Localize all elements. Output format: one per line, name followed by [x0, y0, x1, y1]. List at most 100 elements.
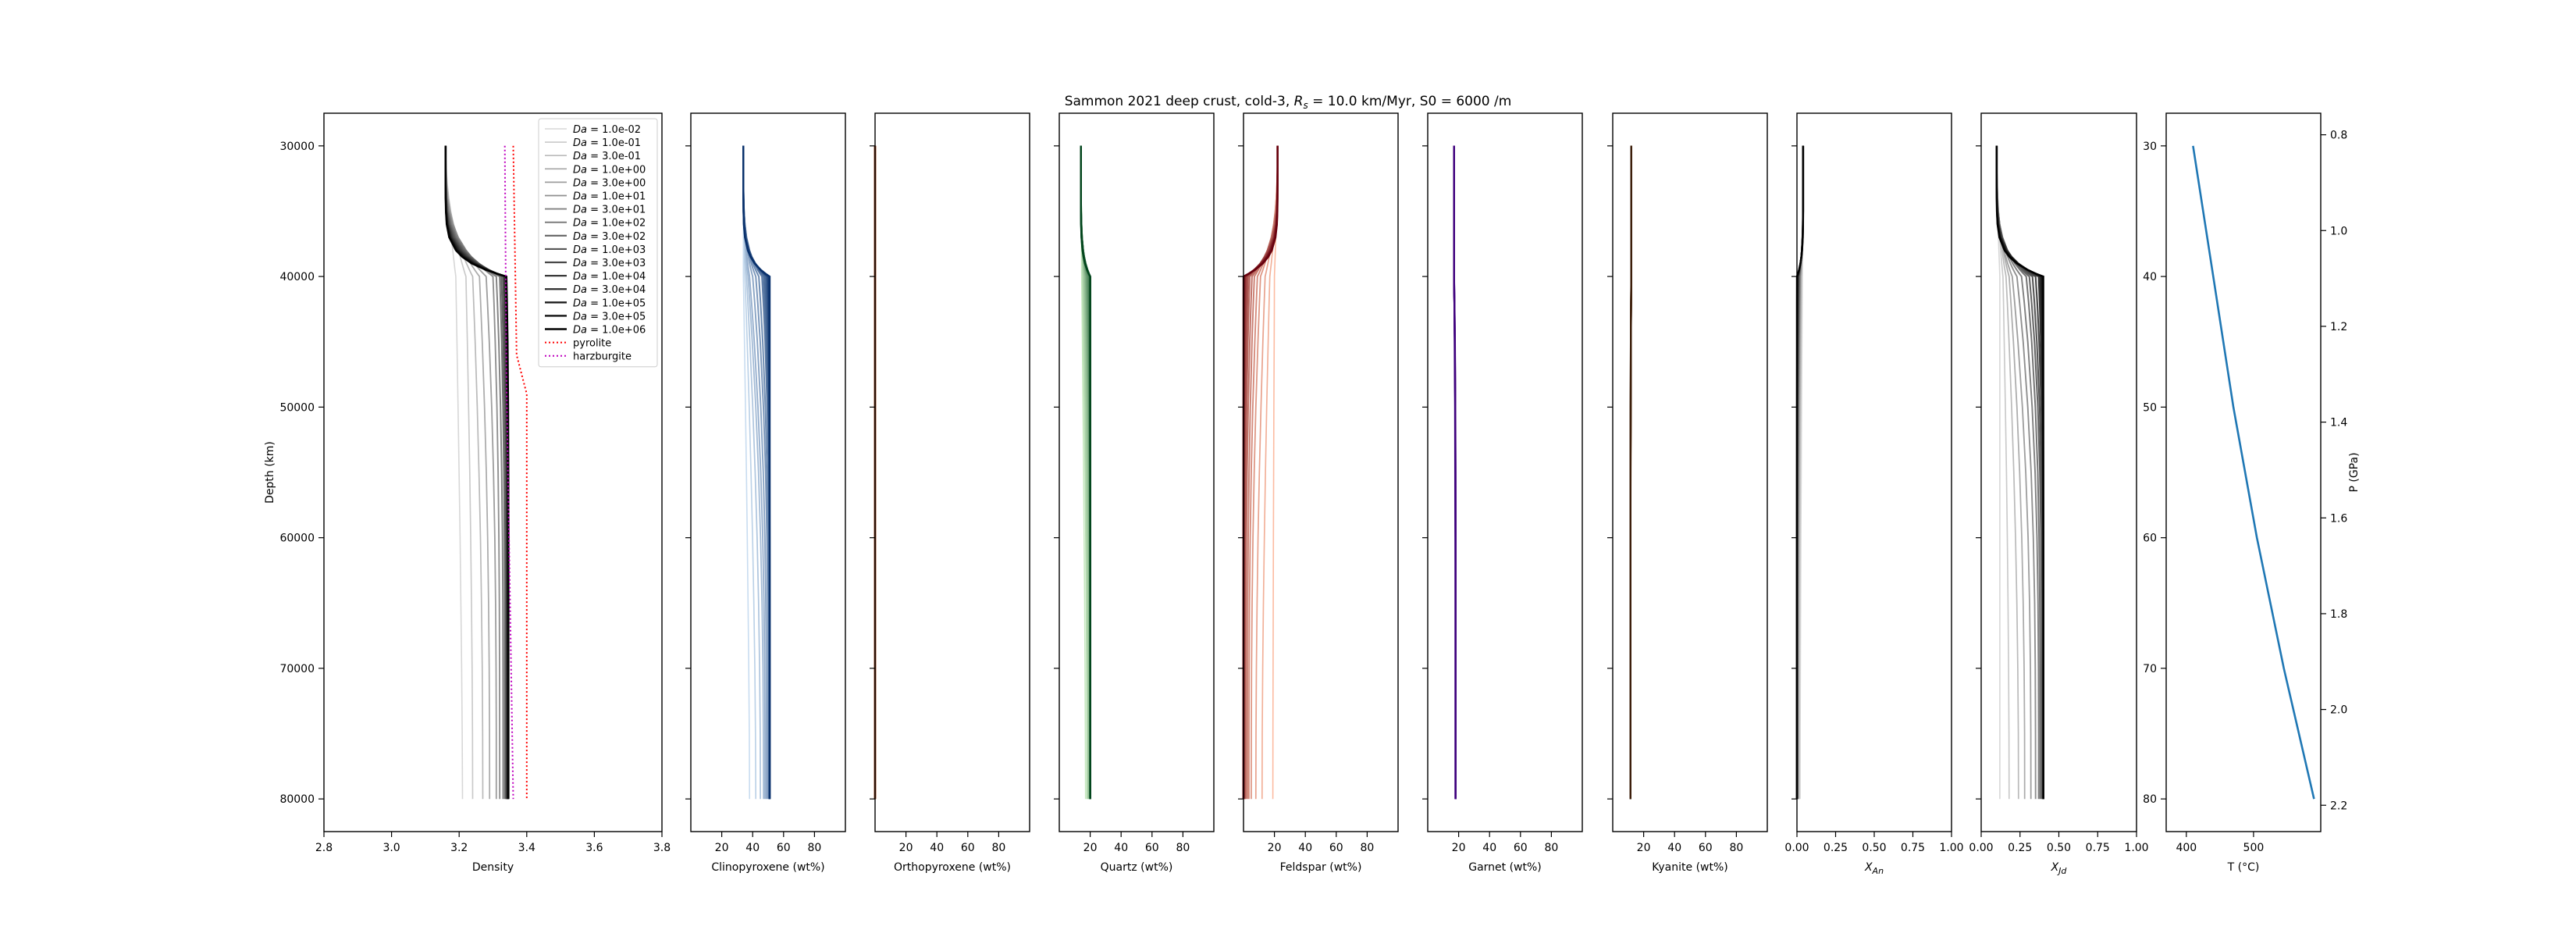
legend-label-1.0e+02: Da = 1.0e+02	[573, 218, 646, 230]
panel-x_jd-xlabel: XJd	[2051, 861, 2068, 876]
panel-feldspar-xlabel: Feldspar (wt%)	[1280, 861, 1362, 874]
panel-density-ytick-label: 30000	[279, 141, 315, 153]
panel-density-ytick-label: 70000	[279, 663, 315, 675]
panel-garnet-xtick-label: 20	[1452, 842, 1466, 854]
panel-clinopyroxene-xtick-label: 80	[807, 842, 821, 854]
legend-label-3.0e+02: Da = 3.0e+02	[573, 231, 646, 243]
panel-garnet-xlabel: Garnet (wt%)	[1468, 861, 1542, 874]
legend-label-3.0e+00: Da = 3.0e+00	[573, 177, 646, 189]
panel-density-ref-harzburgite	[503, 145, 514, 800]
legend-label-harzburgite: harzburgite	[573, 351, 632, 363]
legend-da-value: = 1.0e+01	[587, 191, 646, 203]
panel-feldspar-xtick-label: 40	[1298, 842, 1312, 854]
panel-clinopyroxene-xtick-label: 20	[715, 842, 729, 854]
panel-garnet-xtick-label: 40	[1482, 842, 1496, 854]
legend-da-symbol: Da	[573, 151, 587, 162]
legend-label-1.0e+03: Da = 1.0e+03	[573, 244, 646, 256]
panel-density-frame	[323, 112, 663, 832]
panel-density-ytick-label: 60000	[279, 533, 315, 545]
legend-da-symbol: Da	[573, 325, 587, 337]
legend-label-pyrolite: pyrolite	[573, 338, 611, 350]
panel-feldspar-xtick-label: 80	[1360, 842, 1374, 854]
panel-feldspar-xtick-label: 60	[1329, 842, 1343, 854]
legend-da-symbol: Da	[573, 258, 587, 269]
panel-orthopyroxene-frame	[874, 112, 1030, 832]
panel-density-xtick-label: 2.8	[315, 842, 333, 854]
panel-kyanite-frame	[1612, 112, 1768, 832]
panel-clinopyroxene-xtick-label: 40	[745, 842, 760, 854]
panel-x_jd-xlabel-sub: Jd	[2057, 866, 2067, 876]
pressure-tick-label: 1.4	[2330, 417, 2347, 429]
panel-garnet-frame	[1427, 112, 1583, 832]
panel-x_jd-xtick-label: 1.00	[2124, 842, 2148, 854]
panel-temperature-frame	[2165, 112, 2322, 832]
panel-x_jd-xlabel-symbol: X	[2051, 861, 2059, 874]
panel-density-xlabel: Density	[472, 861, 514, 874]
panel-orthopyroxene-xtick-label: 20	[899, 842, 913, 854]
panel-quartz-frame	[1059, 112, 1215, 832]
pressure-tick-label: 1.0	[2330, 225, 2347, 237]
legend-label-1.0e-01: Da = 1.0e-01	[573, 137, 641, 149]
panel-quartz-xlabel: Quartz (wt%)	[1101, 861, 1173, 874]
panel-density-series-1.0e+06	[444, 145, 510, 800]
legend-da-value: = 3.0e+00	[587, 177, 646, 189]
legend-da-value: = 1.0e+06	[587, 325, 646, 337]
legend-da-symbol: Da	[573, 297, 587, 309]
panel-x_an-xlabel-sub: An	[1872, 866, 1884, 876]
legend-da-value: = 1.0e+04	[587, 271, 646, 283]
legend-da-value: = 1.0e+03	[587, 244, 646, 256]
panel-quartz-xtick-label: 80	[1176, 842, 1190, 854]
legend-da-value: = 3.0e+02	[587, 231, 646, 243]
legend-da-symbol: Da	[573, 284, 587, 296]
legend-da-symbol: Da	[573, 164, 587, 176]
depth-axis-label: Depth (km)	[264, 441, 276, 504]
temperature-ytick-label: 50	[2143, 401, 2157, 414]
panel-quartz	[1080, 145, 1091, 800]
legend-da-value: = 1.0e+05	[587, 297, 646, 309]
legend-da-value: = 3.0e+05	[587, 311, 646, 322]
legend-label-3.0e+03: Da = 3.0e+03	[573, 258, 646, 269]
panel-orthopyroxene-xtick-label: 40	[930, 842, 944, 854]
panel-kyanite-xlabel: Kyanite (wt%)	[1652, 861, 1728, 874]
panel-density-xtick-label: 3.8	[653, 842, 671, 854]
legend-da-symbol: Da	[573, 177, 587, 189]
panel-clinopyroxene-xlabel: Clinopyroxene (wt%)	[711, 861, 824, 874]
panel-density-xtick-label: 3.2	[450, 842, 468, 854]
temperature-xtick-label: 400	[2176, 842, 2197, 854]
panel-garnet-xtick-label: 60	[1514, 842, 1528, 854]
panel-x_an-xtick-label: 0.50	[1862, 842, 1886, 854]
legend-label-3.0e+04: Da = 3.0e+04	[573, 284, 646, 296]
panel-x_jd-xtick-label: 0.50	[2047, 842, 2071, 854]
legend-da-symbol: Da	[573, 311, 587, 322]
panel-x_an-xtick-label: 0.25	[1823, 842, 1848, 854]
panel-garnet	[1453, 145, 1457, 800]
panel-x_jd-xtick-label: 0.25	[2008, 842, 2032, 854]
legend-da-value: = 3.0e+04	[587, 284, 646, 296]
panel-kyanite-xtick-label: 60	[1699, 842, 1713, 854]
pressure-axis-label: P (GPa)	[2348, 452, 2361, 492]
legend-da-symbol: Da	[573, 205, 587, 216]
panel-clinopyroxene-xtick-label: 60	[777, 842, 791, 854]
panel-x_an-xlabel-symbol: X	[1864, 861, 1873, 874]
panel-temperature	[2192, 145, 2315, 800]
legend-label-1.0e-02: Da = 1.0e-02	[573, 124, 641, 136]
panel-density-ytick-label: 40000	[279, 271, 315, 283]
temperature-ytick-label: 80	[2143, 793, 2157, 806]
panel-quartz-xtick-label: 20	[1083, 842, 1098, 854]
panel-x_an-xlabel: XAn	[1864, 861, 1884, 876]
panel-garnet-xtick-label: 80	[1544, 842, 1558, 854]
panel-kyanite-xtick-label: 80	[1729, 842, 1743, 854]
panel-x_an-xtick-label: 1.00	[1939, 842, 1963, 854]
panel-density-xtick-label: 3.0	[382, 842, 400, 854]
panel-quartz-xtick-label: 60	[1145, 842, 1159, 854]
temperature-ytick-label: 60	[2143, 533, 2157, 545]
legend-da-symbol: Da	[573, 244, 587, 256]
panel-kyanite-xtick-label: 40	[1667, 842, 1681, 854]
panel-garnet-series-1.0e+06	[1453, 145, 1457, 800]
panel-x_jd-xtick-label: 0.75	[2086, 842, 2110, 854]
panel-orthopyroxene-xtick-label: 80	[991, 842, 1005, 854]
panel-density	[444, 145, 528, 800]
panel-density-xtick-label: 3.6	[585, 842, 603, 854]
panel-kyanite-xtick-label: 20	[1637, 842, 1651, 854]
legend-da-symbol: Da	[573, 124, 587, 136]
